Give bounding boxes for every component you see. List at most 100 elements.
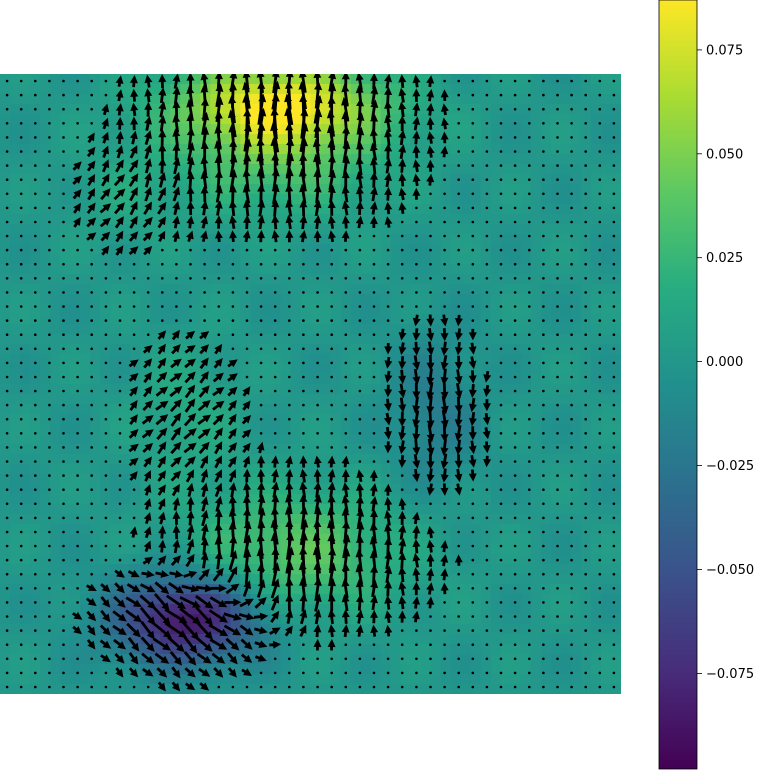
heatmap-cell <box>500 194 512 205</box>
heatmap-cell <box>560 344 572 355</box>
heatmap-cell <box>570 564 582 575</box>
heatmap-cell <box>610 104 621 115</box>
heatmap-cell <box>0 434 11 445</box>
heatmap-cell <box>250 154 262 165</box>
heatmap-cell <box>230 464 241 475</box>
heatmap-cell <box>230 94 241 105</box>
heatmap-cell <box>90 424 101 435</box>
heatmap-cell <box>140 284 151 295</box>
heatmap-cell <box>140 94 151 105</box>
quiver-dot <box>513 262 517 266</box>
quiver-dot <box>76 79 79 83</box>
heatmap-cell <box>440 654 452 665</box>
heatmap-cell <box>440 84 452 95</box>
heatmap-cell <box>510 604 522 615</box>
heatmap-cell <box>70 504 81 515</box>
quiver-arrow <box>327 95 336 123</box>
heatmap-cell <box>300 304 312 315</box>
quiver-dot <box>584 122 587 125</box>
heatmap-cell <box>290 244 302 255</box>
quiver-arrow <box>285 199 294 217</box>
heatmap-cell <box>510 504 522 515</box>
heatmap-cell <box>0 374 11 385</box>
heatmap-cell <box>580 634 592 645</box>
heatmap-cell <box>420 334 432 345</box>
heatmap-cell <box>610 164 621 175</box>
quiver-dot <box>34 122 37 125</box>
heatmap-cell <box>520 124 532 135</box>
quiver-arrow <box>172 100 181 119</box>
heatmap-cell <box>120 204 131 215</box>
heatmap-cell <box>560 154 572 165</box>
heatmap-cell <box>50 154 61 165</box>
heatmap-cell <box>20 284 31 295</box>
heatmap-cell <box>320 114 332 125</box>
heatmap-cell <box>80 94 91 105</box>
heatmap-cell <box>30 624 41 635</box>
heatmap-cell <box>70 544 81 555</box>
heatmap-cell <box>260 584 272 595</box>
heatmap-cell <box>500 224 512 235</box>
heatmap-cell <box>50 214 61 225</box>
heatmap-cell <box>390 234 402 245</box>
quiver-dot <box>598 333 602 337</box>
heatmap-cell <box>230 604 241 615</box>
quiver-arrow <box>271 183 280 205</box>
heatmap-cell <box>200 504 211 515</box>
heatmap-cell <box>390 324 402 335</box>
heatmap-cell <box>550 474 562 485</box>
heatmap-cell <box>500 374 512 385</box>
heatmap-cell <box>480 94 492 105</box>
quiver-dot <box>570 122 573 125</box>
quiver-dot <box>5 234 9 238</box>
quiver-dot <box>457 234 461 238</box>
heatmap-cell <box>510 404 522 415</box>
heatmap-cell <box>520 114 532 125</box>
quiver-dot <box>19 389 23 393</box>
heatmap-cell <box>300 464 312 475</box>
heatmap-cell <box>460 494 472 505</box>
heatmap-cell <box>500 594 512 605</box>
heatmap-cell <box>180 604 191 615</box>
heatmap-cell <box>180 484 191 495</box>
heatmap-cell <box>60 104 71 115</box>
heatmap-cell <box>410 634 422 645</box>
heatmap-cell <box>70 674 81 685</box>
heatmap-cell <box>450 264 462 275</box>
quiver-dot <box>386 305 390 308</box>
heatmap-cell <box>530 494 542 505</box>
heatmap-cell <box>320 414 332 425</box>
heatmap-cell <box>240 374 252 385</box>
heatmap-cell <box>250 494 262 505</box>
heatmap-cell <box>100 464 111 475</box>
quiver-arrow <box>158 101 167 118</box>
quiver-dot <box>457 79 461 83</box>
heatmap-cell <box>300 144 312 155</box>
heatmap-cell <box>150 504 161 515</box>
heatmap-cell <box>140 564 151 575</box>
heatmap-cell <box>550 234 562 245</box>
quiver-arrow <box>214 74 223 92</box>
heatmap-cell <box>330 104 342 115</box>
quiver-arrow <box>298 168 307 192</box>
heatmap-cell <box>290 684 302 694</box>
heatmap-cell <box>500 494 512 505</box>
heatmap-cell <box>50 624 61 635</box>
heatmap-cell <box>490 154 502 165</box>
heatmap-cell <box>170 304 181 315</box>
quiver-arrow <box>440 103 449 116</box>
heatmap-cell <box>360 524 372 535</box>
heatmap-cell <box>360 634 372 645</box>
heatmap-cell <box>350 454 362 465</box>
heatmap-cell <box>570 154 582 165</box>
heatmap-cell <box>10 224 21 235</box>
quiver-dot <box>457 122 461 125</box>
heatmap-cell <box>330 364 342 375</box>
quiver-dot <box>513 305 517 308</box>
heatmap-cell <box>580 224 592 235</box>
heatmap-cell <box>50 234 61 245</box>
heatmap-cell <box>260 504 272 515</box>
heatmap-cell <box>470 144 482 155</box>
quiver-dot <box>570 79 573 83</box>
heatmap-cell <box>20 114 31 125</box>
